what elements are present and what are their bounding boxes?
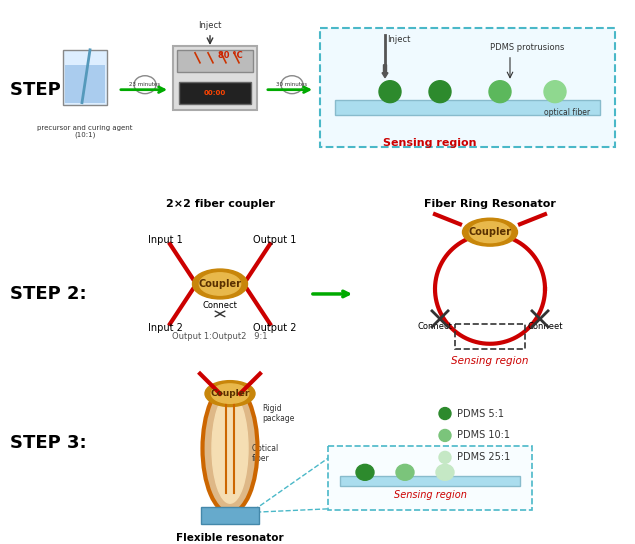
Ellipse shape xyxy=(544,81,566,103)
Text: Inject: Inject xyxy=(198,21,222,30)
Text: Sensing region: Sensing region xyxy=(384,138,477,147)
FancyBboxPatch shape xyxy=(320,28,615,147)
Ellipse shape xyxy=(396,465,414,480)
FancyBboxPatch shape xyxy=(65,65,105,103)
Text: Optical
fiber: Optical fiber xyxy=(252,444,279,463)
FancyBboxPatch shape xyxy=(63,50,107,104)
Text: Sensing region: Sensing region xyxy=(451,356,529,366)
Ellipse shape xyxy=(134,76,156,94)
Ellipse shape xyxy=(439,452,451,463)
Text: STEP 2:: STEP 2: xyxy=(10,285,86,303)
FancyBboxPatch shape xyxy=(340,477,520,486)
Ellipse shape xyxy=(379,81,401,103)
Ellipse shape xyxy=(205,381,255,406)
Text: PDMS protrusions: PDMS protrusions xyxy=(490,44,565,52)
Ellipse shape xyxy=(469,222,511,243)
Text: Conneet: Conneet xyxy=(528,323,563,331)
Text: Flexible resonator: Flexible resonator xyxy=(176,533,284,543)
FancyBboxPatch shape xyxy=(201,507,259,524)
FancyBboxPatch shape xyxy=(328,447,532,510)
Text: 00:00: 00:00 xyxy=(204,90,226,96)
Ellipse shape xyxy=(203,384,258,513)
Ellipse shape xyxy=(211,384,249,403)
Text: Input 2: Input 2 xyxy=(147,323,182,333)
Text: STEP 1:: STEP 1: xyxy=(10,81,86,98)
Text: Output 1: Output 1 xyxy=(253,235,297,245)
Ellipse shape xyxy=(439,407,451,419)
FancyArrow shape xyxy=(382,65,388,78)
Text: Connect: Connect xyxy=(417,323,452,331)
Ellipse shape xyxy=(439,429,451,441)
Text: PDMS 5:1: PDMS 5:1 xyxy=(457,409,504,418)
Text: Coupler: Coupler xyxy=(469,227,512,237)
Text: Output 2: Output 2 xyxy=(253,323,297,333)
Text: Input 1: Input 1 xyxy=(147,235,182,245)
Text: precursor and curing agent
(10:1): precursor and curing agent (10:1) xyxy=(37,125,133,138)
Text: 80 °C: 80 °C xyxy=(218,51,243,60)
Ellipse shape xyxy=(429,81,451,103)
Ellipse shape xyxy=(356,465,374,480)
Ellipse shape xyxy=(212,394,248,503)
FancyBboxPatch shape xyxy=(179,82,251,104)
Text: Sensing region: Sensing region xyxy=(394,490,467,500)
Text: PDMS 10:1: PDMS 10:1 xyxy=(457,430,510,441)
Text: Fiber Ring Resonator: Fiber Ring Resonator xyxy=(424,199,556,209)
Text: Rigid
package: Rigid package xyxy=(262,404,295,423)
Ellipse shape xyxy=(199,273,241,295)
Text: 23 minutes: 23 minutes xyxy=(130,82,161,87)
Text: 30 minutes: 30 minutes xyxy=(276,82,307,87)
Text: STEP 3:: STEP 3: xyxy=(10,435,86,453)
FancyBboxPatch shape xyxy=(177,50,253,72)
FancyBboxPatch shape xyxy=(335,100,600,115)
FancyBboxPatch shape xyxy=(173,46,257,109)
Text: PDMS 25:1: PDMS 25:1 xyxy=(457,453,511,462)
Ellipse shape xyxy=(489,81,511,103)
Text: Coupler: Coupler xyxy=(199,279,241,289)
Ellipse shape xyxy=(462,218,518,246)
Text: optical fiber: optical fiber xyxy=(544,108,590,117)
Text: Inject: Inject xyxy=(387,35,410,45)
Text: Connect: Connect xyxy=(203,301,237,311)
Text: 2×2 fiber coupler: 2×2 fiber coupler xyxy=(166,199,274,209)
Ellipse shape xyxy=(192,269,248,299)
Ellipse shape xyxy=(436,465,454,480)
Text: Output 1:Output2   9:1: Output 1:Output2 9:1 xyxy=(172,332,268,341)
Ellipse shape xyxy=(281,76,303,94)
Text: Coupler: Coupler xyxy=(210,389,250,398)
